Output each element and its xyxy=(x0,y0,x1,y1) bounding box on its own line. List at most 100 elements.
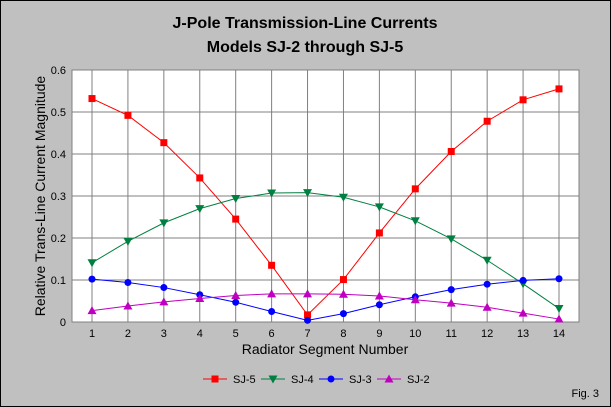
legend-item-sj-4: SJ-4 xyxy=(261,374,314,386)
x-tick-label: 11 xyxy=(446,328,457,340)
data-point-sj-4 xyxy=(87,259,97,268)
data-point-sj-3 xyxy=(447,286,455,294)
data-point-sj-5 xyxy=(196,174,204,182)
y-tick-label: 0.6 xyxy=(51,65,66,77)
legend: SJ-5 SJ-4 SJ-3 SJ-2 xyxy=(203,374,430,386)
y-tick-label: 0.2 xyxy=(51,233,66,245)
data-point-sj-4 xyxy=(338,193,348,202)
legend-label-sj-2: SJ-2 xyxy=(407,374,430,386)
x-tick-label: 7 xyxy=(304,328,310,340)
data-point-sj-2 xyxy=(195,293,205,302)
data-point-sj-2 xyxy=(267,289,277,298)
legend-marker-sj-4 xyxy=(268,375,278,384)
y-axis-label: Relative Trans-Line Current Magnitude xyxy=(32,76,48,317)
series-layer xyxy=(87,85,564,324)
data-point-sj-2 xyxy=(374,291,384,300)
data-point-sj-3 xyxy=(555,275,563,283)
chart-title: J-Pole Transmission-Line Currents xyxy=(173,15,438,32)
series-sj-3 xyxy=(88,275,563,324)
x-tick-label: 2 xyxy=(125,328,131,340)
x-tick-label: 5 xyxy=(233,328,239,340)
data-point-sj-4 xyxy=(159,219,169,228)
legend-label-sj-3: SJ-3 xyxy=(349,374,372,386)
series-sj-5 xyxy=(88,85,563,319)
data-point-sj-4 xyxy=(231,195,241,204)
series-sj-2 xyxy=(87,289,564,323)
legend-marker-sj-2 xyxy=(384,374,394,383)
figure-label: Fig. 3 xyxy=(571,388,599,400)
data-point-sj-5 xyxy=(339,276,347,284)
data-point-sj-4 xyxy=(554,305,564,314)
data-point-sj-2 xyxy=(554,314,564,323)
data-point-sj-4 xyxy=(374,203,384,212)
x-tick-label: 3 xyxy=(161,328,167,340)
x-tick-label: 13 xyxy=(517,328,529,340)
series-line-sj-5 xyxy=(91,88,560,316)
y-tick-labels: 0 0.1 0.2 0.3 0.4 0.5 0.6 xyxy=(51,65,66,329)
data-point-sj-4 xyxy=(303,189,313,198)
legend-item-sj-5: SJ-5 xyxy=(203,374,256,386)
legend-marker-sj-3 xyxy=(327,375,335,383)
data-point-sj-4 xyxy=(482,256,492,265)
data-point-sj-3 xyxy=(268,308,276,315)
legend-item-sj-2: SJ-2 xyxy=(377,374,430,386)
x-tick-label: 6 xyxy=(269,328,275,340)
data-point-sj-5 xyxy=(304,311,312,319)
x-tick-label: 9 xyxy=(376,328,382,340)
legend-marker-sj-5 xyxy=(211,375,219,383)
data-point-sj-2 xyxy=(303,289,313,298)
data-point-sj-3 xyxy=(160,284,168,292)
data-point-sj-2 xyxy=(123,301,133,310)
series-line-sj-3 xyxy=(91,278,560,321)
data-point-sj-3 xyxy=(124,279,132,287)
data-point-sj-5 xyxy=(232,215,240,223)
y-tick-label: 0.1 xyxy=(51,275,66,287)
data-point-sj-5 xyxy=(124,111,132,119)
y-tick-label: 0 xyxy=(60,317,66,329)
data-point-sj-4 xyxy=(267,189,277,198)
data-point-sj-5 xyxy=(447,147,455,155)
series-line-sj-2 xyxy=(91,293,560,320)
data-point-sj-5 xyxy=(555,85,563,93)
data-point-sj-5 xyxy=(483,117,491,125)
data-point-sj-5 xyxy=(375,229,383,237)
data-point-sj-4 xyxy=(446,235,456,244)
data-point-sj-2 xyxy=(410,295,420,304)
data-point-sj-3 xyxy=(232,298,240,306)
data-point-sj-4 xyxy=(195,205,205,214)
data-point-sj-3 xyxy=(88,275,96,283)
data-point-sj-3 xyxy=(519,276,527,284)
data-point-sj-3 xyxy=(483,280,491,288)
data-point-sj-3 xyxy=(339,310,347,318)
x-tick-label: 14 xyxy=(553,328,565,340)
x-axis-label: Radiator Segment Number xyxy=(242,341,409,357)
x-tick-labels: 1 2 3 4 5 6 7 8 9 10 11 12 13 14 xyxy=(89,328,565,340)
y-tick-label: 0.4 xyxy=(51,149,66,161)
data-point-sj-5 xyxy=(88,95,96,103)
data-point-sj-2 xyxy=(87,306,97,315)
y-tick-label: 0.3 xyxy=(51,191,66,203)
data-point-sj-4 xyxy=(410,217,420,226)
y-tick-label: 0.5 xyxy=(51,107,66,119)
data-point-sj-5 xyxy=(411,185,419,193)
plot-border xyxy=(71,69,580,323)
data-point-sj-2 xyxy=(482,302,492,311)
data-point-sj-2 xyxy=(518,308,528,317)
data-point-sj-3 xyxy=(304,316,312,324)
x-tick-label: 10 xyxy=(409,328,421,340)
x-tick-label: 8 xyxy=(340,328,346,340)
data-point-sj-2 xyxy=(446,298,456,307)
x-tick-label: 1 xyxy=(89,328,95,340)
x-tick-label: 4 xyxy=(197,328,203,340)
legend-label-sj-5: SJ-5 xyxy=(233,374,256,386)
data-point-sj-5 xyxy=(268,261,276,269)
data-point-sj-5 xyxy=(519,96,527,104)
chart-subtitle: Models SJ-2 through SJ-5 xyxy=(207,39,404,56)
legend-label-sj-4: SJ-4 xyxy=(291,374,314,386)
data-point-sj-2 xyxy=(159,297,169,306)
series-line-sj-4 xyxy=(91,192,560,309)
data-point-sj-5 xyxy=(160,139,168,147)
data-point-sj-4 xyxy=(123,237,133,246)
